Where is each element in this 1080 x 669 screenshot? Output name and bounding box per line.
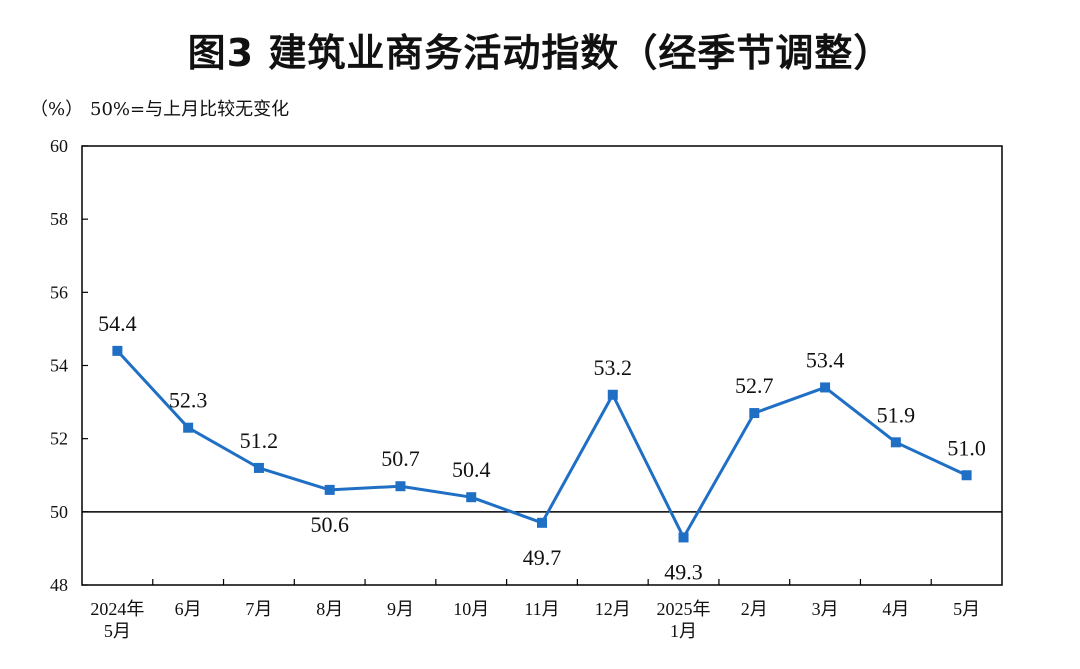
x-tick-label: 1月: [670, 621, 697, 641]
data-point-marker: [253, 462, 264, 473]
data-label: 52.3: [169, 388, 208, 413]
data-label: 53.4: [806, 347, 845, 372]
data-label: 50.7: [381, 446, 420, 471]
x-tick-label: 11月: [524, 599, 559, 619]
x-tick-label: 2025年: [657, 599, 711, 619]
data-label: 51.2: [240, 428, 279, 453]
data-point-marker: [466, 492, 477, 503]
data-label: 50.6: [310, 512, 349, 537]
x-tick-label: 3月: [812, 599, 839, 619]
data-label: 50.4: [452, 457, 491, 482]
y-tick-label: 54: [50, 356, 68, 376]
x-tick-label: 12月: [595, 599, 631, 619]
reference-note: 50%=与上月比较无变化: [90, 99, 290, 120]
y-tick-label: 50: [50, 502, 68, 522]
x-tick-label: 2024年: [90, 599, 144, 619]
data-point-marker: [749, 408, 760, 419]
y-tick-label: 60: [50, 136, 68, 156]
y-tick-label: 56: [50, 282, 68, 302]
data-point-marker: [678, 532, 689, 543]
x-tick-label: 4月: [882, 599, 909, 619]
data-label: 49.3: [664, 559, 703, 584]
data-point-marker: [112, 345, 123, 356]
data-label: 51.9: [877, 402, 916, 427]
data-label: 49.7: [523, 545, 562, 570]
x-tick-label: 8月: [316, 599, 343, 619]
data-label: 52.7: [735, 373, 774, 398]
data-point-marker: [607, 389, 618, 400]
chart-title: 图3 建筑业商务活动指数（经季节调整）: [187, 31, 893, 75]
data-point-marker: [961, 470, 972, 481]
x-tick-label: 9月: [387, 599, 414, 619]
data-label: 51.0: [947, 435, 986, 460]
y-tick-label: 48: [50, 575, 68, 595]
y-unit-label: （%）: [30, 99, 84, 120]
x-tick-label: 6月: [175, 599, 202, 619]
data-label: 54.4: [98, 311, 137, 336]
data-point-marker: [395, 481, 406, 492]
x-tick-label: 7月: [245, 599, 272, 619]
x-tick-label: 10月: [453, 599, 489, 619]
data-point-marker: [183, 422, 194, 433]
x-tick-label: 2月: [741, 599, 768, 619]
data-point-marker: [890, 437, 901, 448]
data-point-marker: [820, 382, 831, 393]
y-tick-label: 58: [50, 209, 68, 229]
data-point-marker: [537, 517, 547, 528]
x-tick-label: 5月: [104, 621, 131, 641]
y-tick-label: 52: [50, 429, 68, 449]
data-label: 53.2: [594, 355, 633, 380]
x-tick-label: 5月: [953, 599, 980, 619]
data-point-marker: [324, 484, 335, 495]
